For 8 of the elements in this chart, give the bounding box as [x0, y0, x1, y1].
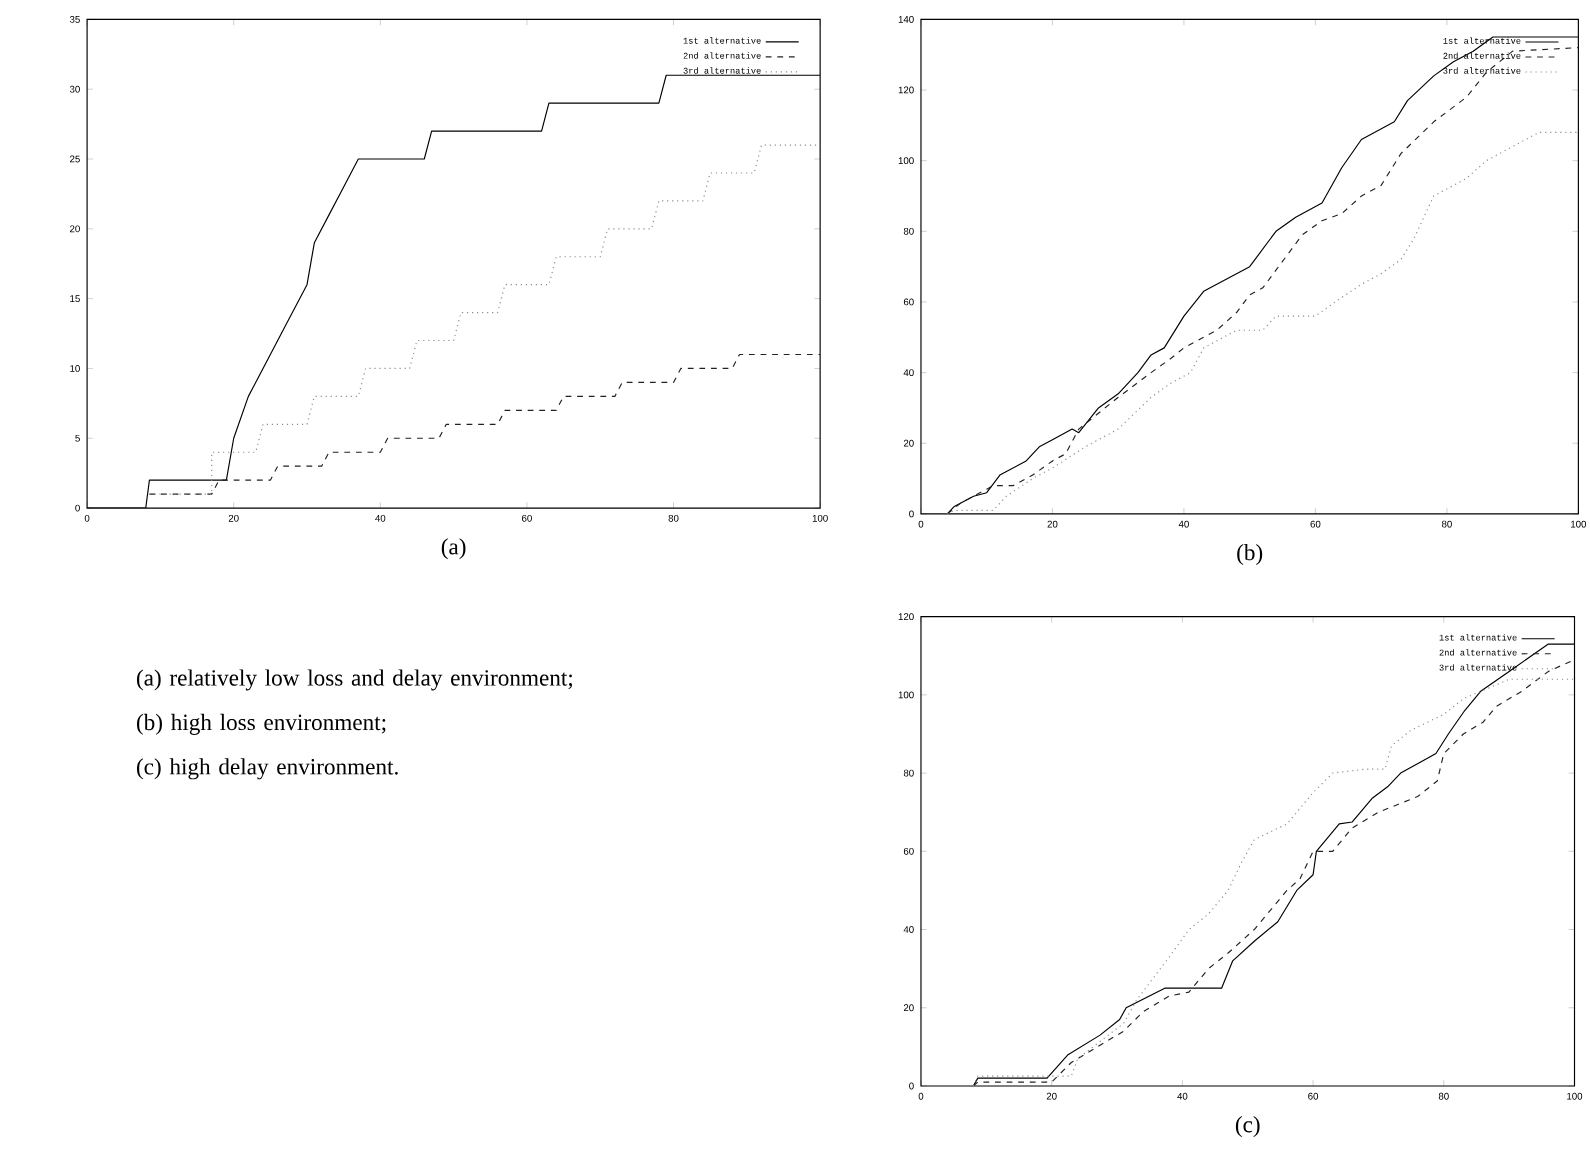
- line-series: [148, 144, 821, 495]
- text: (c) high delay environment.: [137, 758, 398, 780]
- text: (c): [1235, 1116, 1260, 1138]
- text: (b) high loss environment;: [137, 714, 386, 736]
- text: (b): [1237, 544, 1263, 566]
- line-series: [946, 131, 1579, 515]
- text: (a): [441, 538, 466, 560]
- text: (a) relatively low loss and delay environment;: [137, 669, 573, 691]
